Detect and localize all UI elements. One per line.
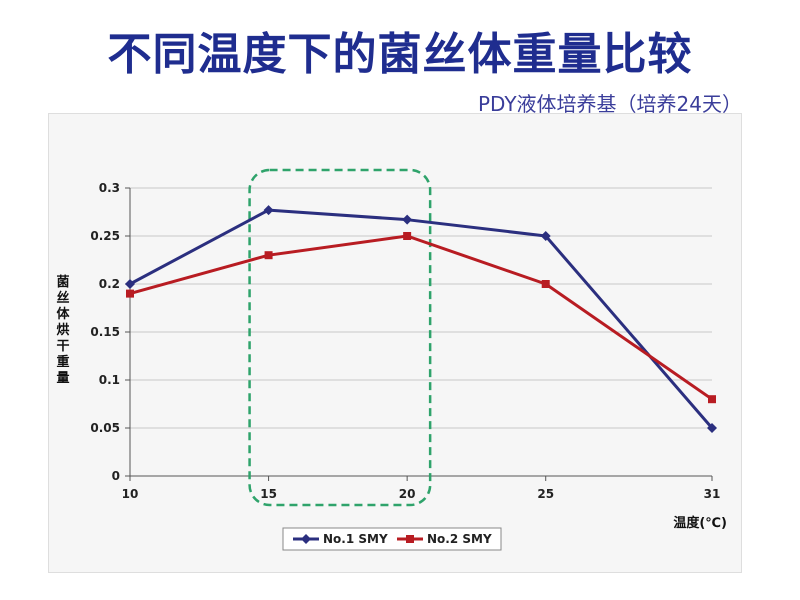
y-tick-label: 0 <box>112 469 120 483</box>
data-point <box>708 395 716 404</box>
legend-label-2: No.2 SMY <box>427 532 492 546</box>
line-chart: 0 0.05 0.1 0.15 0.2 0.25 0.3 10 15 20 25 31 菌丝体烘干重量温… <box>56 168 727 551</box>
page-subtitle: PDY液体培养基（培养24天） <box>477 92 742 116</box>
data-point <box>403 232 412 240</box>
data-point <box>402 214 413 225</box>
page-title: 不同温度下的菌丝体重量比较 <box>107 29 693 80</box>
y-tick-label: 0.15 <box>90 325 120 339</box>
y-tick-label: 0.2 <box>99 277 120 291</box>
data-point <box>707 423 717 433</box>
series-line-2 <box>129 234 713 401</box>
x-axis-label: 温度(℃) <box>673 515 727 531</box>
data-point <box>263 205 274 216</box>
legend-marker <box>301 534 311 544</box>
x-tick-label: 31 <box>704 487 721 501</box>
data-point <box>541 280 550 288</box>
y-tick-label: 0.25 <box>90 229 120 243</box>
series-line-1 <box>129 208 714 429</box>
legend-box <box>282 527 502 551</box>
y-axis-label: 菌丝体烘干重量 <box>56 274 70 386</box>
y-tick-label: 0.1 <box>99 373 120 387</box>
legend-label-1: No.1 SMY <box>323 532 388 546</box>
data-point <box>264 251 273 260</box>
x-tick-label: 25 <box>537 487 554 501</box>
legend-marker <box>406 535 414 543</box>
y-tick-label: 0.3 <box>99 181 120 195</box>
data-point <box>125 279 135 289</box>
highlight-box <box>248 168 432 507</box>
x-tick-label: 15 <box>260 487 277 501</box>
data-point <box>540 231 551 241</box>
x-tick-label: 20 <box>399 487 416 501</box>
x-tick-label: 10 <box>122 487 139 501</box>
data-point <box>126 289 134 298</box>
chart-panel: 0 0.05 0.1 0.15 0.2 0.25 0.3 10 15 20 25 31 菌丝体烘干重量温… <box>48 113 742 573</box>
y-tick-label: 0.05 <box>90 421 120 435</box>
